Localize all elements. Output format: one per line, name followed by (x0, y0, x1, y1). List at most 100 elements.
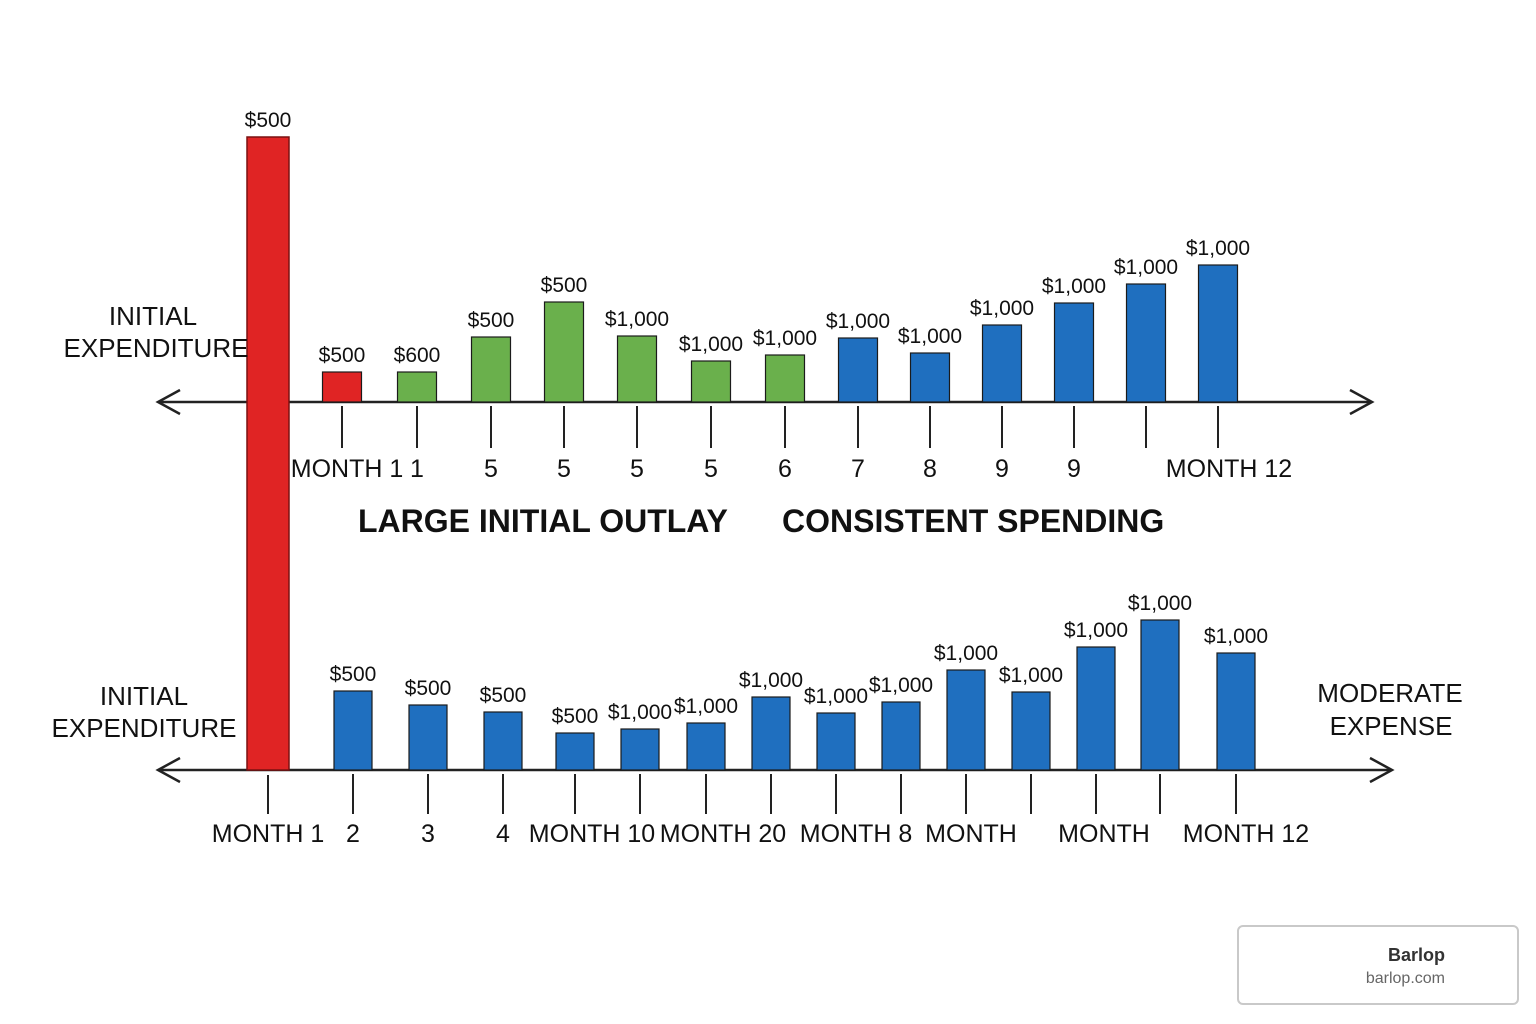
top-tick-label: 5 (704, 455, 718, 483)
bottom-tick-label: MONTH 8 (800, 820, 913, 848)
top-axis-right-arrow (1349, 388, 1375, 416)
top-tick-label: MONTH 1 (291, 455, 404, 483)
watermark-title: Barlop (1387, 945, 1445, 965)
top-tick-label: 6 (778, 455, 792, 483)
bottom-tick-label: 3 (421, 820, 435, 848)
bottom-bar-value-label: $500 (330, 663, 377, 686)
top-bar (909, 352, 951, 403)
top-tick-label: 9 (1067, 455, 1081, 483)
top-tick-label: 5 (557, 455, 571, 483)
top-bar (543, 301, 585, 403)
top-bar-value-label: $1,000 (1186, 237, 1250, 260)
top-bar (690, 360, 732, 403)
top-bar-value-label: $1,000 (753, 327, 817, 350)
section-label-consistent-spending: CONSISTENT SPENDING (782, 503, 1164, 539)
top-tick-label: 5 (630, 455, 644, 483)
top-bar-value-label: $500 (541, 274, 588, 297)
bottom-bar-value-label: $1,000 (934, 642, 998, 665)
top-ylabel-line2: EXPENDITURE (64, 333, 249, 363)
top-bar-value-label: $1,000 (826, 310, 890, 333)
top-left-side-label: INITIAL EXPENDITURE (64, 301, 249, 363)
bottom-bar (408, 704, 448, 771)
top-tick-label: 1 (410, 455, 424, 483)
section-label-large-initial-outlay: LARGE INITIAL OUTLAY (358, 503, 728, 539)
watermark-card[interactable]: Barlop barlop.com (1237, 925, 1519, 1005)
top-tick-label: 5 (484, 455, 498, 483)
bottom-bar (333, 690, 373, 771)
watermark-url: barlop.com (1365, 970, 1445, 987)
bottom-bar-value-label: $1,000 (608, 701, 672, 724)
top-tick-label: 9 (995, 455, 1009, 483)
bottom-tick-label: MONTH (1058, 820, 1150, 848)
initial-bar-group: $500 MONTH 1 (212, 109, 325, 848)
top-bar-series: $500 MONTH 1 $600 1 $500 5 $500 5 $1,000 5 $1,000 5… (291, 237, 1292, 483)
bottom-left-side-label: INITIAL EXPENDITURE (52, 681, 237, 743)
initial-expenditure-bar (246, 136, 290, 771)
bottom-tick-label: MONTH 20 (660, 820, 786, 848)
top-bar-value-label: $600 (394, 344, 441, 367)
top-ylabel-line1: INITIAL (109, 301, 197, 331)
initial-bar-value-label: $500 (245, 109, 292, 132)
top-bar (981, 324, 1023, 403)
top-tick-label: 8 (923, 455, 937, 483)
bottom-bar-value-label: $1,000 (999, 664, 1063, 687)
bottom-tick-label: MONTH (925, 820, 1017, 848)
bottom-bar-value-label: $1,000 (739, 669, 803, 692)
bottom-bar (483, 711, 523, 771)
top-bar (321, 371, 363, 403)
bottom-tick-label: MONTH 12 (1183, 820, 1309, 848)
bottom-bar-value-label: $500 (405, 677, 452, 700)
bottom-bar (1076, 646, 1116, 771)
bottom-bar (946, 669, 986, 771)
top-bar-value-label: $1,000 (605, 308, 669, 331)
bottom-bar (1216, 652, 1256, 771)
bottom-axis-right-arrow (1369, 756, 1395, 784)
bottom-bar-value-label: $1,000 (1064, 619, 1128, 642)
bottom-bar-value-label: $1,000 (1204, 625, 1268, 648)
top-bar (470, 336, 512, 403)
bottom-bar (1140, 619, 1180, 771)
bottom-bar (751, 696, 791, 771)
right-label-line1: MODERATE (1317, 678, 1462, 708)
bottom-tick-label: 2 (346, 820, 360, 848)
top-bar-value-label: $1,000 (1114, 256, 1178, 279)
bottom-bar-value-label: $1,000 (869, 674, 933, 697)
right-label-line2: EXPENSE (1330, 711, 1453, 741)
top-bar (837, 337, 879, 403)
top-bar (764, 354, 806, 403)
bottom-axis-left-arrow (155, 756, 181, 784)
bottom-bar-value-label: $1,000 (804, 685, 868, 708)
bottom-bar (686, 722, 726, 771)
bottom-bar (881, 701, 921, 771)
top-bar (1125, 283, 1167, 403)
bottom-bar (620, 728, 660, 771)
top-bar-value-label: $1,000 (898, 325, 962, 348)
bottom-bar (555, 732, 595, 771)
initial-bar-tick-label: MONTH 1 (212, 820, 325, 848)
top-bar-value-label: $1,000 (970, 297, 1034, 320)
bottom-bar-value-label: $1,000 (674, 695, 738, 718)
top-bar (1197, 264, 1239, 403)
top-bar-value-label: $500 (319, 344, 366, 367)
top-tick-label: MONTH 12 (1166, 455, 1292, 483)
bottom-bar-value-label: $500 (480, 684, 527, 707)
top-bar (616, 335, 658, 403)
top-bar-value-label: $500 (468, 309, 515, 332)
bottom-bar (1011, 691, 1051, 771)
bottom-tick-label: MONTH 10 (529, 820, 655, 848)
top-axis-left-arrow (155, 388, 181, 416)
bottom-tick-label: 4 (496, 820, 510, 848)
bottom-ylabel-line2: EXPENDITURE (52, 713, 237, 743)
bottom-bar (816, 712, 856, 771)
top-bar-value-label: $1,000 (679, 333, 743, 356)
bottom-bar-value-label: $500 (552, 705, 599, 728)
top-bar-value-label: $1,000 (1042, 275, 1106, 298)
top-bar (1053, 302, 1095, 403)
right-side-label: MODERATE EXPENSE (1317, 678, 1462, 741)
bottom-ylabel-line1: INITIAL (100, 681, 188, 711)
bottom-bar-value-label: $1,000 (1128, 592, 1192, 615)
top-tick-label: 7 (851, 455, 865, 483)
top-bar (396, 371, 438, 403)
